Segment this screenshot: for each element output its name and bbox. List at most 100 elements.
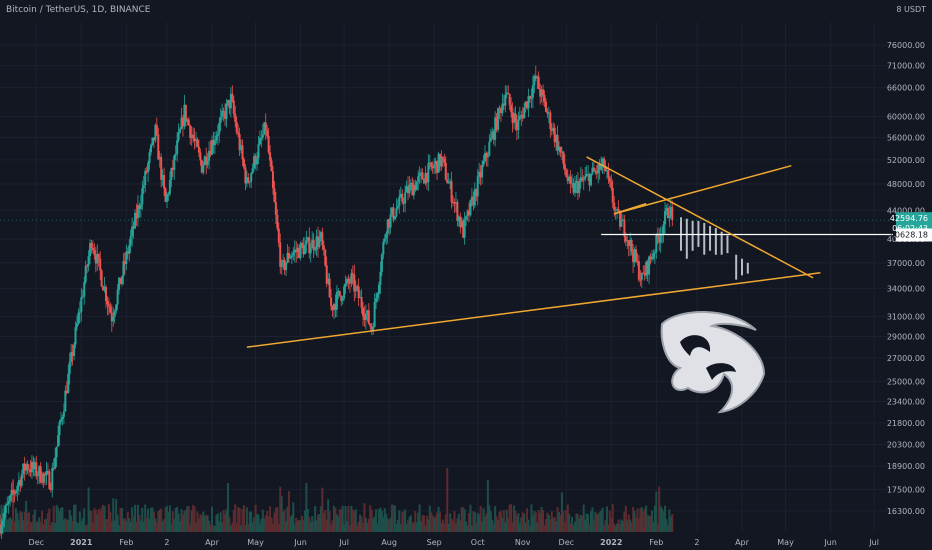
candle-body xyxy=(190,134,193,138)
candle-body xyxy=(373,302,376,327)
candle-body xyxy=(181,117,184,127)
volume-bar xyxy=(571,516,574,532)
volume-bar xyxy=(452,520,455,532)
candle-body xyxy=(357,286,360,299)
candle-body xyxy=(51,467,54,491)
volume-bar xyxy=(71,521,74,532)
candle-body xyxy=(553,127,556,143)
volume-bar xyxy=(78,511,81,532)
volume-bar xyxy=(494,506,497,532)
candle-body xyxy=(623,219,626,237)
candle-body xyxy=(404,192,407,204)
candle-body xyxy=(216,133,219,136)
volume-bar xyxy=(575,513,578,532)
candle-body xyxy=(41,481,44,483)
volume-bar xyxy=(290,514,293,532)
volume-bar xyxy=(607,524,610,532)
candle-body xyxy=(328,278,331,298)
volume-bar xyxy=(359,514,362,532)
volume-bar xyxy=(26,512,29,532)
volume-bar xyxy=(528,525,531,532)
volume-bar xyxy=(189,524,192,532)
candle-body xyxy=(58,421,61,436)
candle-body xyxy=(332,304,335,311)
volume-bar xyxy=(433,518,436,532)
candle-body xyxy=(626,240,629,242)
candle-body xyxy=(107,304,110,307)
candle-body xyxy=(377,284,380,294)
x-tick-label: Jun xyxy=(293,538,307,547)
candle-body xyxy=(244,167,247,184)
candle-body xyxy=(640,272,643,280)
volume-bar xyxy=(7,518,10,532)
volume-bar xyxy=(193,506,196,532)
candle-body xyxy=(659,234,662,243)
candle-body xyxy=(356,286,359,288)
candle-body xyxy=(619,211,622,227)
volume-bar xyxy=(396,519,399,532)
candle-body xyxy=(119,277,122,285)
volume-bar xyxy=(642,511,645,532)
volume-bar xyxy=(312,521,315,532)
candle-body xyxy=(633,249,636,263)
candle-body xyxy=(568,176,571,182)
candle-body xyxy=(128,245,131,254)
volume-bar xyxy=(119,507,122,532)
candle-body xyxy=(89,243,92,257)
volume-bar xyxy=(253,517,256,532)
y-tick-label: 44000.00 xyxy=(887,206,925,215)
volume-bar xyxy=(187,506,190,532)
candle-body xyxy=(528,95,531,99)
volume-bar xyxy=(649,515,652,532)
candle-body xyxy=(465,216,468,220)
volume-bar xyxy=(537,509,540,532)
candle-body xyxy=(421,172,424,180)
candle-body xyxy=(556,135,559,151)
volume-bar xyxy=(637,518,640,532)
volume-bar xyxy=(257,514,260,532)
candle-body xyxy=(396,206,399,209)
candle-body xyxy=(604,167,607,171)
candle-body xyxy=(438,153,441,167)
y-tick-label: 25000.00 xyxy=(887,377,925,386)
x-tick-label: Jul xyxy=(868,538,879,547)
candle-body xyxy=(226,100,229,104)
candle-body xyxy=(472,196,475,206)
y-tick-label: 48000.00 xyxy=(887,180,925,189)
candle-body xyxy=(642,272,645,274)
candle-body xyxy=(23,463,26,471)
volume-bar xyxy=(488,505,491,532)
volume-bar xyxy=(671,514,674,532)
volume-bar xyxy=(54,522,57,532)
volume-bar xyxy=(139,520,142,532)
volume-bar xyxy=(301,515,304,532)
candle-body xyxy=(563,164,566,171)
volume-bar xyxy=(601,507,604,532)
candle-body xyxy=(71,351,74,357)
volume-bar xyxy=(588,524,591,532)
candle-body xyxy=(427,163,430,183)
volume-bar xyxy=(157,511,160,532)
candle-body xyxy=(192,134,195,139)
volume-bar xyxy=(441,519,444,532)
volume-bar xyxy=(102,504,105,532)
volume-bar xyxy=(52,506,55,532)
volume-bar xyxy=(302,519,305,532)
volume-bar xyxy=(148,519,151,532)
candle-body xyxy=(209,150,212,155)
candle-body xyxy=(600,165,603,170)
candle-body xyxy=(347,278,350,283)
volume-bar xyxy=(409,515,412,532)
volume-bar xyxy=(337,516,340,532)
candle-body xyxy=(171,167,174,170)
volume-bar xyxy=(510,504,513,532)
candle-body xyxy=(42,473,45,483)
candle-body xyxy=(486,155,489,158)
volume-bar xyxy=(30,522,33,532)
candle-body xyxy=(315,236,318,250)
candle-body xyxy=(26,464,29,470)
candle-body xyxy=(263,122,266,135)
candle-body xyxy=(200,160,203,173)
volume-bar xyxy=(96,514,99,532)
